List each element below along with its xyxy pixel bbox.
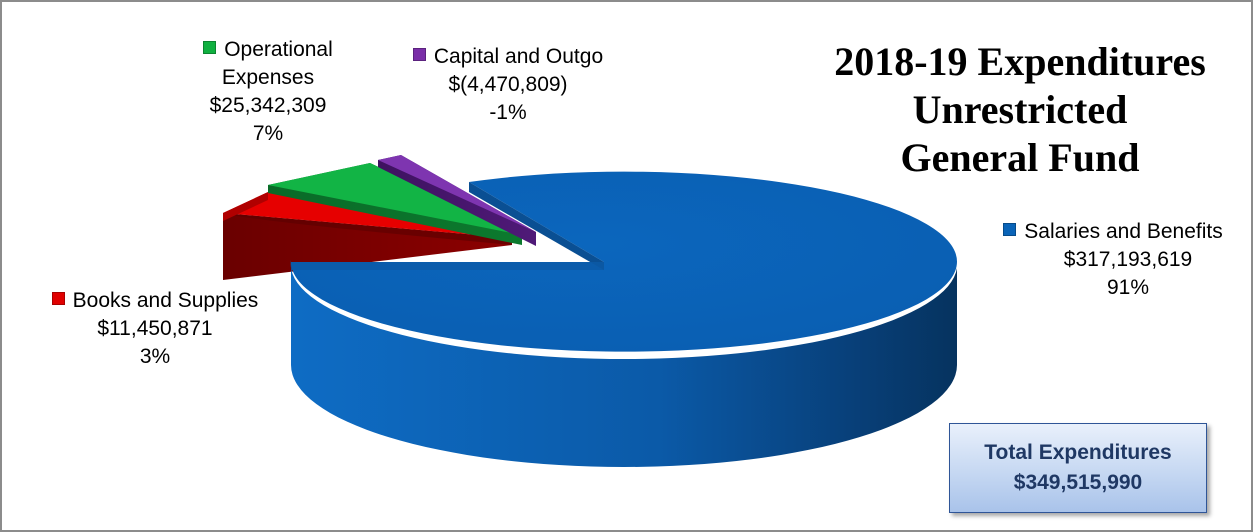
legend-swatch-salaries-and-benefits bbox=[1003, 223, 1017, 236]
slice-name-operational-expenses-line-1: Operational bbox=[224, 38, 333, 61]
slice-percent-operational-expenses: 7% bbox=[252, 122, 284, 145]
slice-value-capital-and-outgo: $(4,470,809) bbox=[448, 73, 568, 96]
chart-title-line-3: General Fund bbox=[900, 135, 1140, 180]
pie-slice-salaries-and-benefits bbox=[290, 171, 957, 467]
slice-value-operational-expenses: $25,342,309 bbox=[209, 94, 327, 117]
slice-label-capital-and-outgo: Capital and Outgo $(4,470,809) -1% bbox=[388, 43, 628, 127]
pie-slice-capital-and-outgo bbox=[378, 155, 536, 246]
slice-value-books-and-supplies: $11,450,871 bbox=[97, 317, 213, 340]
total-expenditures-label: Total Expenditures bbox=[984, 441, 1172, 464]
slice-name-capital-and-outgo: Capital and Outgo bbox=[433, 45, 604, 68]
chart-title-line-2: Unrestricted bbox=[912, 87, 1128, 132]
legend-swatch-capital-and-outgo bbox=[412, 48, 426, 61]
legend-swatch-books-and-supplies bbox=[51, 292, 65, 305]
slice-name-operational-expenses-line-2: Expenses bbox=[221, 66, 315, 89]
pie-slice-operational-expenses bbox=[268, 163, 522, 245]
chart-title-line-1: 2018-19 Expenditures bbox=[834, 39, 1206, 84]
slice-percent-books-and-supplies: 3% bbox=[139, 345, 171, 368]
slice-label-operational-expenses: Operational Expenses $25,342,309 7% bbox=[178, 36, 358, 148]
slice-name-salaries-and-benefits: Salaries and Benefits bbox=[1024, 220, 1223, 243]
slice-label-books-and-supplies: Books and Supplies $11,450,871 3% bbox=[30, 287, 280, 371]
slice-label-salaries-and-benefits: Salaries and Benefits $317,193,619 91% bbox=[978, 218, 1248, 302]
slice-percent-salaries-and-benefits: 91% bbox=[1106, 276, 1150, 299]
slice-percent-capital-and-outgo: -1% bbox=[489, 101, 527, 124]
legend-swatch-operational-expenses bbox=[203, 41, 217, 54]
total-expenditures-value: $349,515,990 bbox=[1013, 471, 1143, 494]
chart-title: 2018-19 Expenditures Unrestricted Genera… bbox=[790, 38, 1250, 182]
total-expenditures-box: Total Expenditures $349,515,990 bbox=[949, 423, 1207, 513]
slice-value-salaries-and-benefits: $317,193,619 bbox=[1063, 248, 1193, 271]
slice-name-books-and-supplies: Books and Supplies bbox=[72, 289, 259, 312]
